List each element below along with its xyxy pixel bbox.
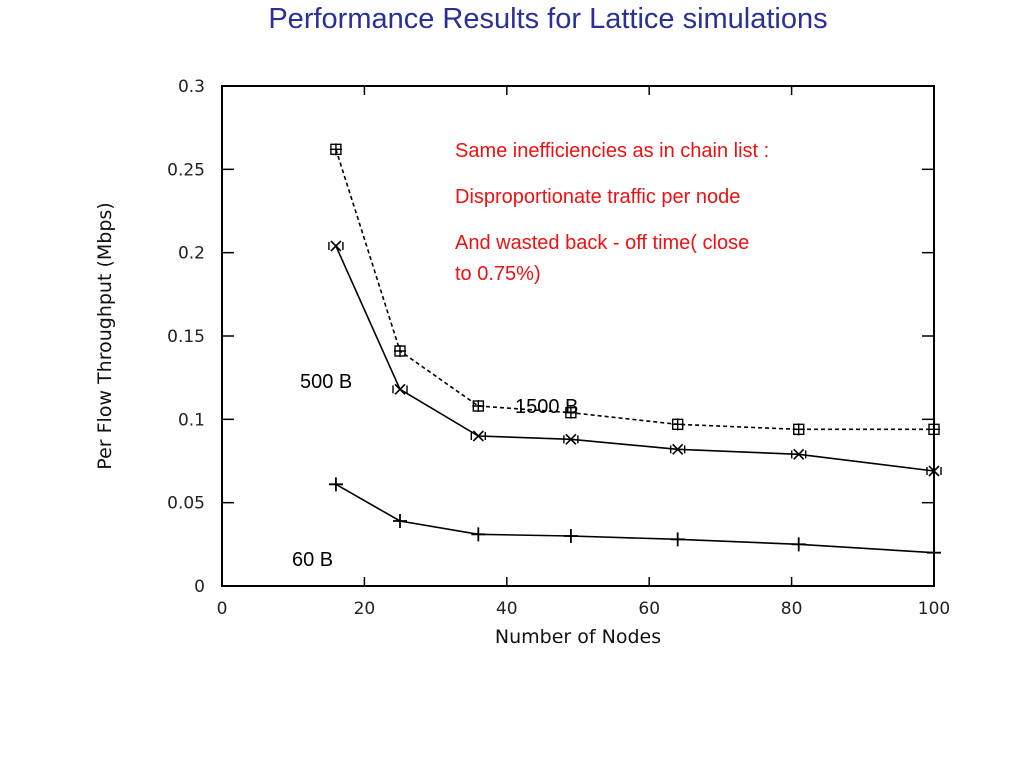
x-axis-label: Number of Nodes [495,626,661,648]
data-point [791,448,807,460]
data-point [471,527,486,542]
data-point [669,443,686,455]
annotation-line-3: And wasted back - off time( close [455,232,749,254]
data-point [393,514,407,528]
y-tick-label: 0.25 [167,160,205,180]
series-line [335,245,935,472]
data-point [328,240,344,252]
series-60b [328,477,941,560]
annotation-line-2: Disproportionate traffic per node [455,186,740,208]
series-500b [328,240,942,477]
x-tick-label: 0 [217,599,228,619]
y-tick-label: 0.3 [178,77,205,97]
data-point [328,477,343,492]
y-axis-label: Per Flow Throughput (Mbps) [94,202,116,469]
data-point [563,529,578,543]
data-point [670,532,685,547]
y-tick-label: 0.15 [167,327,205,347]
data-point [927,545,941,560]
series-label-60b: 60 B [292,549,333,571]
data-point [928,423,940,436]
series-1500b [329,143,940,436]
axes: 0 20 40 60 80 100 0 0.05 0.1 0.15 0.2 0.25 0.3 [167,77,950,619]
data-point [792,423,805,436]
series-label-1500b: 1500 B [515,396,578,418]
x-tick-label: 80 [781,599,803,619]
data-point [564,406,577,419]
annotation-line-4: to 0.75%) [455,263,541,285]
y-tick-label: 0.2 [178,244,205,264]
series-line [335,483,935,554]
y-tick-label: 0.1 [178,410,205,430]
annotation-line-1: Same inefficiencies as in chain list : [455,140,769,162]
data-point [671,418,684,431]
series-label-500b: 500 B [300,371,352,393]
data-point [472,400,485,412]
data-point [926,465,942,477]
slide-title: Performance Results for Lattice simulati… [268,3,828,35]
x-tick-label: 100 [918,599,950,619]
data-point [791,537,806,552]
data-point [392,383,408,395]
data-point [563,433,579,445]
series-group [328,143,942,560]
x-tick-label: 20 [354,599,376,619]
y-tick-label: 0.05 [167,494,205,514]
data-point [470,430,487,442]
data-point [394,345,406,357]
x-tick-label: 40 [496,599,518,619]
x-tick-label: 60 [638,599,660,619]
y-tick-label: 0 [194,577,205,597]
data-point [329,143,342,156]
